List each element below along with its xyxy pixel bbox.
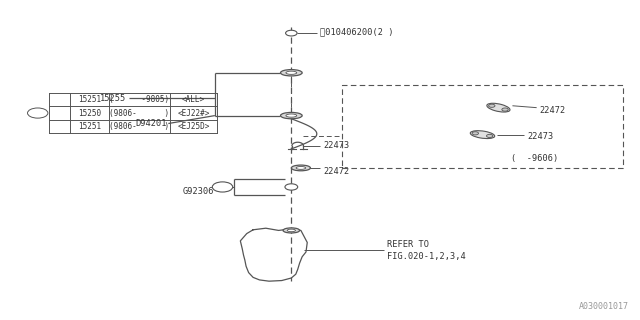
- Text: ①: ①: [219, 182, 226, 191]
- Ellipse shape: [287, 229, 296, 232]
- Ellipse shape: [296, 166, 306, 169]
- Text: G92306: G92306: [183, 187, 214, 196]
- Text: A030001017: A030001017: [579, 302, 629, 311]
- Text: (9806-      ): (9806- ): [109, 108, 170, 117]
- Text: ①: ①: [35, 108, 41, 117]
- Ellipse shape: [286, 114, 297, 117]
- Ellipse shape: [488, 104, 495, 107]
- Text: REFER TO
FIG.020-1,2,3,4: REFER TO FIG.020-1,2,3,4: [387, 240, 466, 261]
- Ellipse shape: [283, 228, 300, 233]
- Circle shape: [285, 184, 298, 190]
- Text: 22473: 22473: [323, 141, 349, 150]
- Text: <EJ25D>: <EJ25D>: [177, 122, 210, 131]
- Text: 15251: 15251: [78, 122, 101, 131]
- Text: Ⓑ010406200(2 ): Ⓑ010406200(2 ): [320, 27, 394, 36]
- Ellipse shape: [486, 134, 493, 138]
- Ellipse shape: [472, 132, 479, 135]
- Ellipse shape: [280, 112, 302, 119]
- Ellipse shape: [286, 71, 297, 74]
- Text: 22473: 22473: [527, 132, 554, 141]
- Text: (      -9805): ( -9805): [109, 95, 170, 104]
- Text: 15251: 15251: [78, 95, 101, 104]
- Text: (  -9606): ( -9606): [511, 154, 559, 163]
- Text: 15255: 15255: [100, 94, 127, 103]
- Text: 15250: 15250: [78, 108, 101, 117]
- Circle shape: [212, 182, 233, 192]
- Ellipse shape: [470, 131, 495, 139]
- Ellipse shape: [291, 165, 310, 171]
- Ellipse shape: [487, 103, 510, 112]
- Ellipse shape: [280, 69, 302, 76]
- Ellipse shape: [502, 108, 508, 111]
- Text: <ALL>: <ALL>: [182, 95, 205, 104]
- Text: (9806-      ): (9806- ): [109, 122, 170, 131]
- Text: 22472: 22472: [323, 167, 349, 176]
- Bar: [342, 85, 623, 168]
- Text: 22472: 22472: [540, 106, 566, 115]
- Circle shape: [28, 108, 48, 118]
- Text: <EJ22#>: <EJ22#>: [177, 108, 210, 117]
- Text: D94201: D94201: [135, 119, 166, 128]
- Circle shape: [285, 30, 297, 36]
